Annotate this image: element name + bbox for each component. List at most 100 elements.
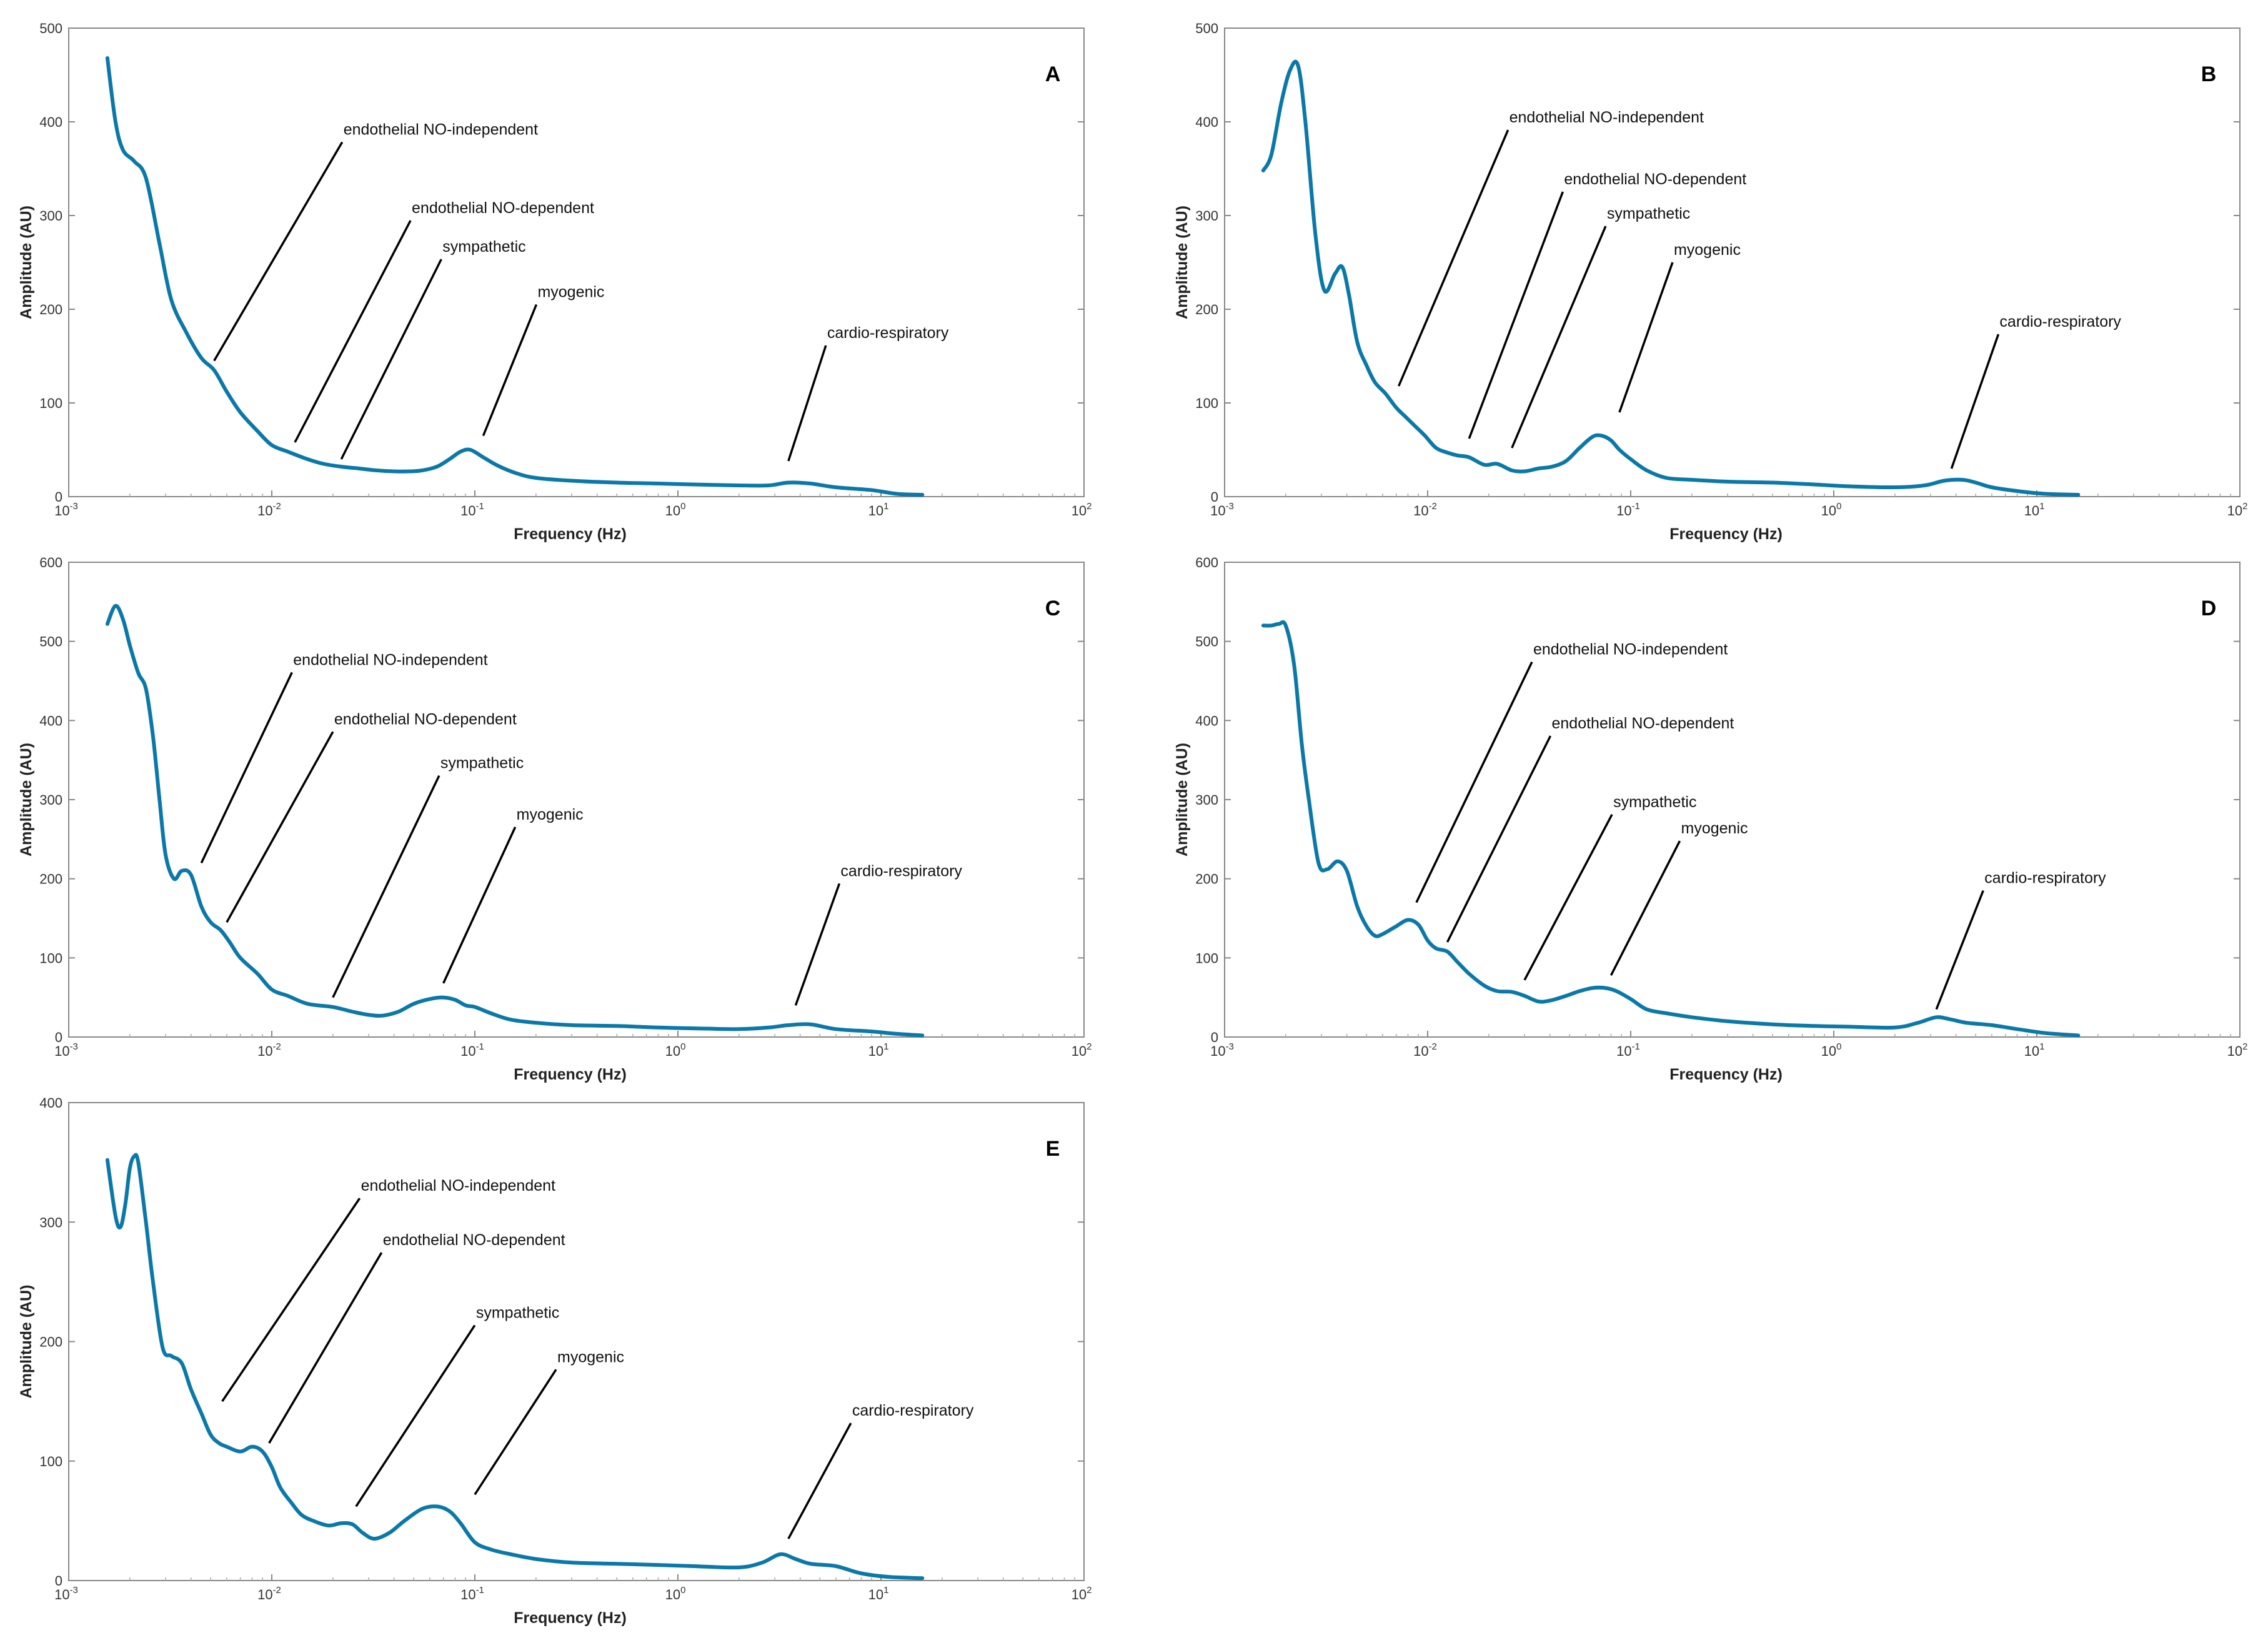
y-axis-title-b: Amplitude (AU)	[1173, 206, 1191, 319]
chart-panel-a: 0 100 200 300 400 500 10-3 10-2 10-1 100 101 102 Fre…	[0, 6, 1112, 544]
annotation-label-c: myogenic	[517, 806, 584, 823]
annotation-label-d: cardio-respiratory	[1984, 870, 2106, 887]
annotation-leader-a	[294, 220, 412, 443]
annotation-label-b: cardio-respiratory	[1999, 313, 2121, 330]
y-tick-label-e: 100	[39, 1454, 62, 1469]
x-tick-exp-b: 0	[1836, 501, 1841, 512]
annotation-label-b: sympathetic	[1607, 205, 1690, 222]
y-tick-label-c: 0	[55, 1030, 62, 1045]
x-tick-base-e: 10	[665, 1587, 680, 1602]
annotation-label-b: endothelial NO-independent	[1510, 109, 1704, 126]
x-axis-title-b: Frequency (Hz)	[1669, 525, 1783, 543]
x-tick-base-c: 10	[257, 1043, 272, 1059]
x-tick-exp-e: -3	[70, 1585, 78, 1596]
annotation-leader-c	[226, 731, 334, 923]
annotation-leader-e	[268, 1252, 383, 1444]
annotation-leader-b	[1398, 129, 1510, 387]
x-tick-exp-b: -3	[1226, 501, 1234, 512]
y-tick-label-e: 400	[39, 1095, 62, 1111]
x-tick-base-c: 10	[460, 1043, 475, 1059]
x-tick-label-d: 100	[1821, 1041, 1842, 1059]
x-tick-label-a: 101	[868, 501, 889, 519]
x-tick-label-d: 10-3	[1210, 1041, 1234, 1059]
x-tick-base-d: 10	[1210, 1043, 1225, 1059]
panel-letter-d: D	[2201, 597, 2217, 620]
x-tick-exp-d: -2	[1429, 1041, 1437, 1052]
x-tick-exp-c: 2	[1087, 1041, 1092, 1052]
x-tick-base-b: 10	[1210, 503, 1225, 519]
x-tick-label-e: 100	[665, 1585, 686, 1602]
annotation-leader-c	[794, 883, 841, 1006]
series-line-a	[105, 56, 925, 497]
x-tick-exp-a: -3	[70, 501, 78, 512]
x-tick-label-d: 102	[2227, 1041, 2248, 1059]
x-tick-exp-a: 0	[680, 501, 685, 512]
annotation-label-e: endothelial NO-independent	[361, 1177, 555, 1194]
annotation-leader-c	[442, 826, 517, 984]
x-tick-exp-c: -3	[70, 1041, 78, 1052]
y-tick-label-d: 400	[1195, 713, 1218, 728]
chart-panel-d: 0 100 200 300 400 500 600 10-3 10-2 10-1 100 101 102…	[1156, 550, 2268, 1093]
y-tick-label-c: 500	[39, 634, 62, 650]
x-tick-label-b: 10-1	[1616, 501, 1640, 519]
y-tick-label-b: 400	[1195, 114, 1218, 130]
annotation-label-e: sympathetic	[476, 1304, 559, 1321]
x-tick-base-d: 10	[2227, 1043, 2242, 1059]
y-tick-label-d: 200	[1195, 871, 1218, 887]
y-axis-title-c: Amplitude (AU)	[17, 743, 35, 856]
annotation-leader-b	[1468, 191, 1564, 439]
x-tick-exp-e: 1	[883, 1585, 888, 1596]
x-tick-base-e: 10	[54, 1587, 69, 1602]
x-tick-base-e: 10	[460, 1587, 475, 1602]
x-tick-label-c: 10-3	[54, 1041, 78, 1059]
annotation-leader-e	[221, 1198, 361, 1402]
chart-panel-b: 0 100 200 300 400 500 10-3 10-2 10-1 100 101 102 Fre…	[1156, 6, 2268, 544]
y-tick-label-a: 400	[39, 114, 62, 130]
annotation-leader-d	[1609, 840, 1681, 976]
x-tick-base-b: 10	[1616, 503, 1631, 519]
x-tick-exp-e: -1	[476, 1585, 484, 1596]
x-tick-label-e: 10-2	[257, 1585, 281, 1602]
y-tick-label-a: 200	[39, 302, 62, 317]
y-tick-label-a: 500	[39, 21, 62, 36]
x-tick-base-a: 10	[665, 503, 680, 519]
x-tick-label-a: 100	[665, 501, 686, 519]
x-tick-label-a: 10-3	[54, 501, 78, 519]
y-tick-label-c: 600	[39, 555, 62, 570]
y-tick-label-e: 300	[39, 1214, 62, 1230]
x-tick-base-c: 10	[868, 1043, 883, 1059]
annotation-label-c: endothelial NO-independent	[293, 651, 487, 668]
annotation-label-c: endothelial NO-dependent	[334, 710, 517, 728]
plot-frame-d	[1224, 562, 2241, 1038]
x-tick-base-e: 10	[868, 1587, 883, 1602]
panel-letter-c: C	[1045, 597, 1061, 620]
annotation-leader-b	[1618, 262, 1674, 413]
annotation-label-a: cardio-respiratory	[827, 324, 949, 342]
annotation-label-b: endothelial NO-dependent	[1564, 171, 1746, 188]
x-tick-base-e: 10	[1072, 1587, 1087, 1602]
x-tick-base-d: 10	[1413, 1043, 1428, 1059]
x-tick-exp-d: -3	[1226, 1041, 1234, 1052]
y-tick-label-b: 0	[1211, 489, 1218, 505]
x-tick-exp-a: 1	[883, 501, 888, 512]
x-axis-title-c: Frequency (Hz)	[514, 1066, 627, 1083]
annotation-leader-b	[1950, 334, 2000, 469]
annotation-label-b: myogenic	[1674, 241, 1741, 259]
series-line-c	[105, 603, 925, 1038]
annotation-leader-c	[200, 672, 293, 864]
x-tick-exp-a: -1	[476, 501, 484, 512]
x-tick-base-c: 10	[1072, 1043, 1087, 1059]
annotation-label-c: cardio-respiratory	[840, 862, 962, 880]
plot-frame-e	[68, 1102, 1085, 1581]
x-tick-label-e: 10-3	[54, 1585, 78, 1602]
x-tick-label-a: 10-1	[460, 501, 484, 519]
x-tick-label-c: 101	[868, 1041, 889, 1059]
annotation-label-d: endothelial NO-dependent	[1551, 715, 1734, 732]
x-tick-base-a: 10	[54, 503, 69, 519]
plot-frame-b	[1224, 27, 2241, 497]
x-axis-title-d: Frequency (Hz)	[1669, 1066, 1783, 1083]
y-tick-label-b: 300	[1195, 208, 1218, 224]
